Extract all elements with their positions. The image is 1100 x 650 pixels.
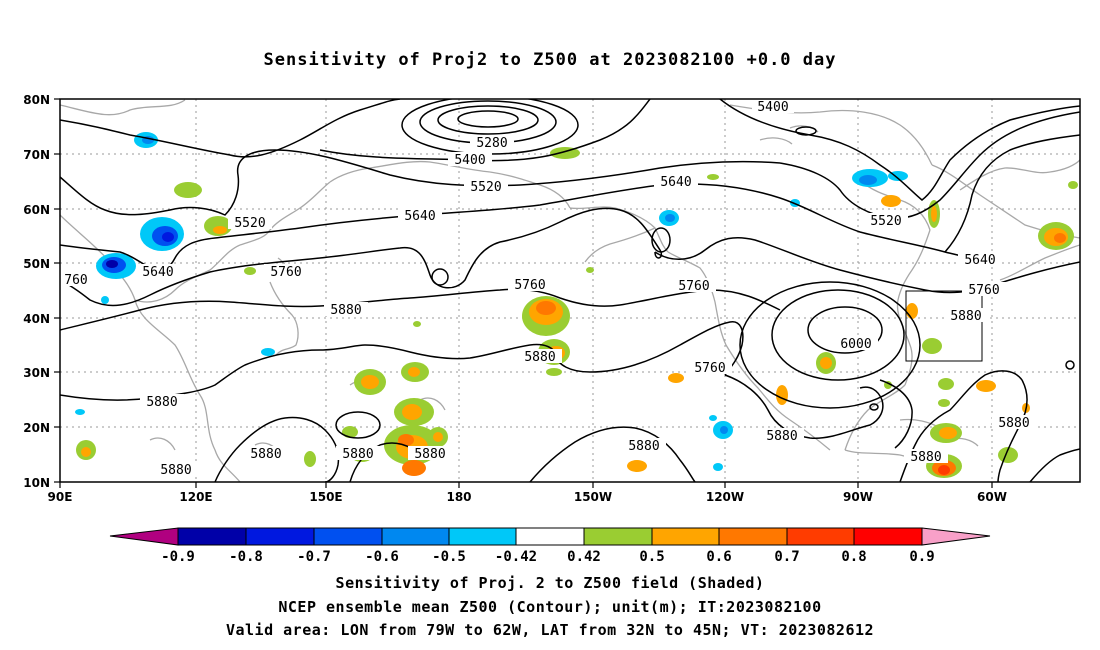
caption-contour: NCEP ensemble mean Z500 (Contour); unit(… (278, 598, 822, 616)
valid-area-box (905, 290, 983, 362)
contour-label-5880: 5880 (524, 350, 555, 365)
colorbar-label: -0.5 (432, 549, 466, 565)
lat-label-60n: 60N (23, 203, 50, 217)
contour-label-5880: 5880 (998, 416, 1029, 431)
colorbar-swatch (786, 527, 855, 546)
colorbar-swatch (245, 527, 315, 546)
colorbar-label: 0.6 (706, 549, 731, 565)
contour-label-5880: 5880 (250, 447, 281, 462)
contour-label-5880: 5880 (950, 309, 981, 324)
contour-label-5400: 5400 (454, 153, 485, 168)
contour-label-5640: 5640 (660, 175, 691, 190)
contour-label-5640: 5640 (964, 253, 995, 268)
caption-valid-area: Valid area: LON from 79W to 62W, LAT fro… (225, 621, 875, 639)
contour-label-5760: 760 (64, 273, 87, 288)
lon-label-150w: 150W (574, 490, 612, 504)
contour-label-5760: 5760 (514, 278, 545, 293)
contour-label-5760: 5760 (678, 279, 709, 294)
colorbar-swatch (448, 527, 517, 546)
colorbar-label: -0.9 (161, 549, 195, 565)
lon-label-150e: 150E (309, 490, 342, 504)
contour-label-5760: 5760 (968, 283, 999, 298)
colorbar-label: -0.7 (297, 549, 331, 565)
lon-label-120w: 120W (706, 490, 744, 504)
colorbar-swatch (313, 527, 383, 546)
colorbar-label: -0.42 (495, 549, 537, 565)
lat-label-20n: 20N (23, 421, 50, 435)
caption-shading: Sensitivity of Proj. 2 to Z500 field (Sh… (335, 574, 765, 592)
contour-label-5880: 5880 (146, 395, 177, 410)
colorbar-label: 0.5 (639, 549, 664, 565)
plot-frame (59, 98, 1081, 483)
colorbar-end-right (921, 527, 991, 546)
colorbar: -0.9 -0.8 -0.7 -0.6 -0.5 -0.42 0.42 0.5 … (109, 527, 991, 565)
contour-label-5880: 5880 (628, 439, 659, 454)
contour-label-5760: 5760 (270, 265, 301, 280)
lat-label-70n: 70N (23, 148, 50, 162)
longitude-labels: 90E 120E 150E 180 150W 120W 90W 60W (48, 490, 1007, 504)
colorbar-swatch (651, 527, 720, 546)
contour-label-5520: 5520 (870, 214, 901, 229)
colorbar-swatch (853, 527, 923, 546)
contour-label-5880: 5880 (342, 447, 373, 462)
contour-label-5520: 5520 (470, 180, 501, 195)
lon-label-180: 180 (446, 490, 471, 504)
z500-contours (60, 99, 1080, 482)
colorbar-label: 0.7 (774, 549, 799, 565)
contour-label-5880: 5880 (414, 447, 445, 462)
contour-label-5400: 5400 (757, 100, 788, 115)
colorbar-label: 0.8 (841, 549, 866, 565)
colorbar-swatch (177, 527, 247, 546)
colorbar-label: -0.6 (365, 549, 399, 565)
contour-label-5880: 5880 (766, 429, 797, 444)
colorbar-swatch (381, 527, 450, 546)
lat-label-50n: 50N (23, 257, 50, 271)
lon-label-120e: 120E (179, 490, 212, 504)
colorbar-label: 0.9 (909, 549, 934, 565)
map-title: Sensitivity of Proj2 to Z500 at 20230821… (263, 50, 837, 70)
contour-label-6000: 6000 (840, 337, 871, 352)
colorbar-label: 0.42 (567, 549, 601, 565)
contour-labels: 5400 5400 5280 5520 5520 5520 5640 5640 … (60, 99, 1036, 478)
contour-label-5640: 5640 (142, 265, 173, 280)
colorbar-label: -0.8 (229, 549, 263, 565)
lat-label-30n: 30N (23, 366, 50, 380)
lon-label-60w: 60W (977, 490, 1007, 504)
axis-ticks (54, 98, 993, 488)
contour-label-5880: 5880 (330, 303, 361, 318)
contour-label-5520: 5520 (234, 216, 265, 231)
contour-label-5880: 5880 (910, 450, 941, 465)
contour-label-5280: 5280 (476, 136, 507, 151)
colorbar-swatch (515, 527, 585, 546)
lat-label-80n: 80N (23, 93, 50, 107)
lat-label-10n: 10N (23, 476, 50, 490)
colorbar-swatch (583, 527, 653, 546)
lon-label-90w: 90W (843, 490, 873, 504)
colorbar-swatch (718, 527, 788, 546)
lat-label-40n: 40N (23, 312, 50, 326)
lon-label-90e: 90E (48, 490, 73, 504)
contour-label-5640: 5640 (404, 209, 435, 224)
latitude-labels: 80N 70N 60N 50N 40N 30N 20N 10N (23, 93, 50, 490)
colorbar-end-left (109, 527, 179, 546)
contour-label-5880: 5880 (160, 463, 191, 478)
contour-label-5760: 5760 (694, 361, 725, 376)
